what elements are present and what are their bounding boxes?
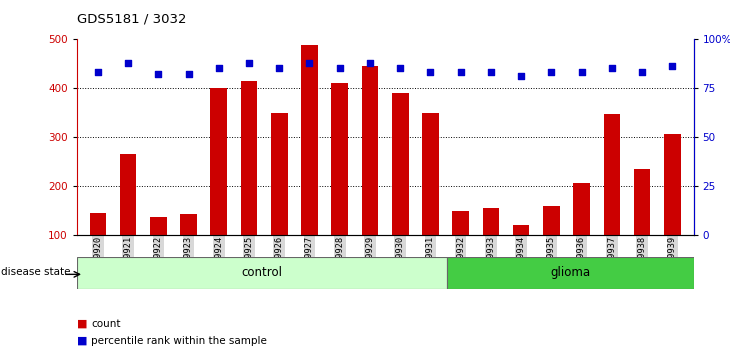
Bar xyxy=(301,45,318,235)
Text: percentile rank within the sample: percentile rank within the sample xyxy=(91,336,267,346)
Bar xyxy=(180,214,197,235)
Bar xyxy=(271,113,288,235)
Point xyxy=(394,65,406,71)
Bar xyxy=(331,83,348,235)
Point xyxy=(304,60,315,65)
Text: count: count xyxy=(91,319,120,329)
Point xyxy=(274,65,285,71)
Bar xyxy=(90,213,106,235)
Point xyxy=(243,60,255,65)
Point xyxy=(122,60,134,65)
Bar xyxy=(664,134,680,235)
Point xyxy=(637,69,648,75)
Point xyxy=(606,65,618,71)
Point xyxy=(364,60,376,65)
Bar xyxy=(77,257,447,289)
Bar xyxy=(634,169,650,235)
Text: disease state: disease state xyxy=(1,267,71,277)
Bar xyxy=(210,88,227,235)
Text: ■: ■ xyxy=(77,336,87,346)
Point xyxy=(182,72,194,77)
Bar xyxy=(150,217,166,235)
Bar xyxy=(543,206,560,235)
Point xyxy=(666,64,678,69)
Point xyxy=(515,73,527,79)
Point xyxy=(425,69,437,75)
Bar xyxy=(361,66,378,235)
Bar xyxy=(241,81,257,235)
Point xyxy=(455,69,466,75)
Bar xyxy=(422,113,439,235)
Bar xyxy=(392,93,409,235)
Point xyxy=(576,69,588,75)
Text: glioma: glioma xyxy=(550,266,590,279)
Text: GDS5181 / 3032: GDS5181 / 3032 xyxy=(77,12,186,25)
Bar xyxy=(483,209,499,235)
Point xyxy=(545,69,557,75)
Bar xyxy=(513,224,529,235)
Text: control: control xyxy=(241,266,283,279)
Bar xyxy=(573,183,590,235)
Point xyxy=(92,69,104,75)
Bar xyxy=(447,257,694,289)
Bar xyxy=(120,154,137,235)
Point xyxy=(334,65,345,71)
Bar xyxy=(604,114,620,235)
Bar xyxy=(453,211,469,235)
Point xyxy=(213,65,225,71)
Point xyxy=(153,72,164,77)
Text: ■: ■ xyxy=(77,319,87,329)
Point xyxy=(485,69,496,75)
